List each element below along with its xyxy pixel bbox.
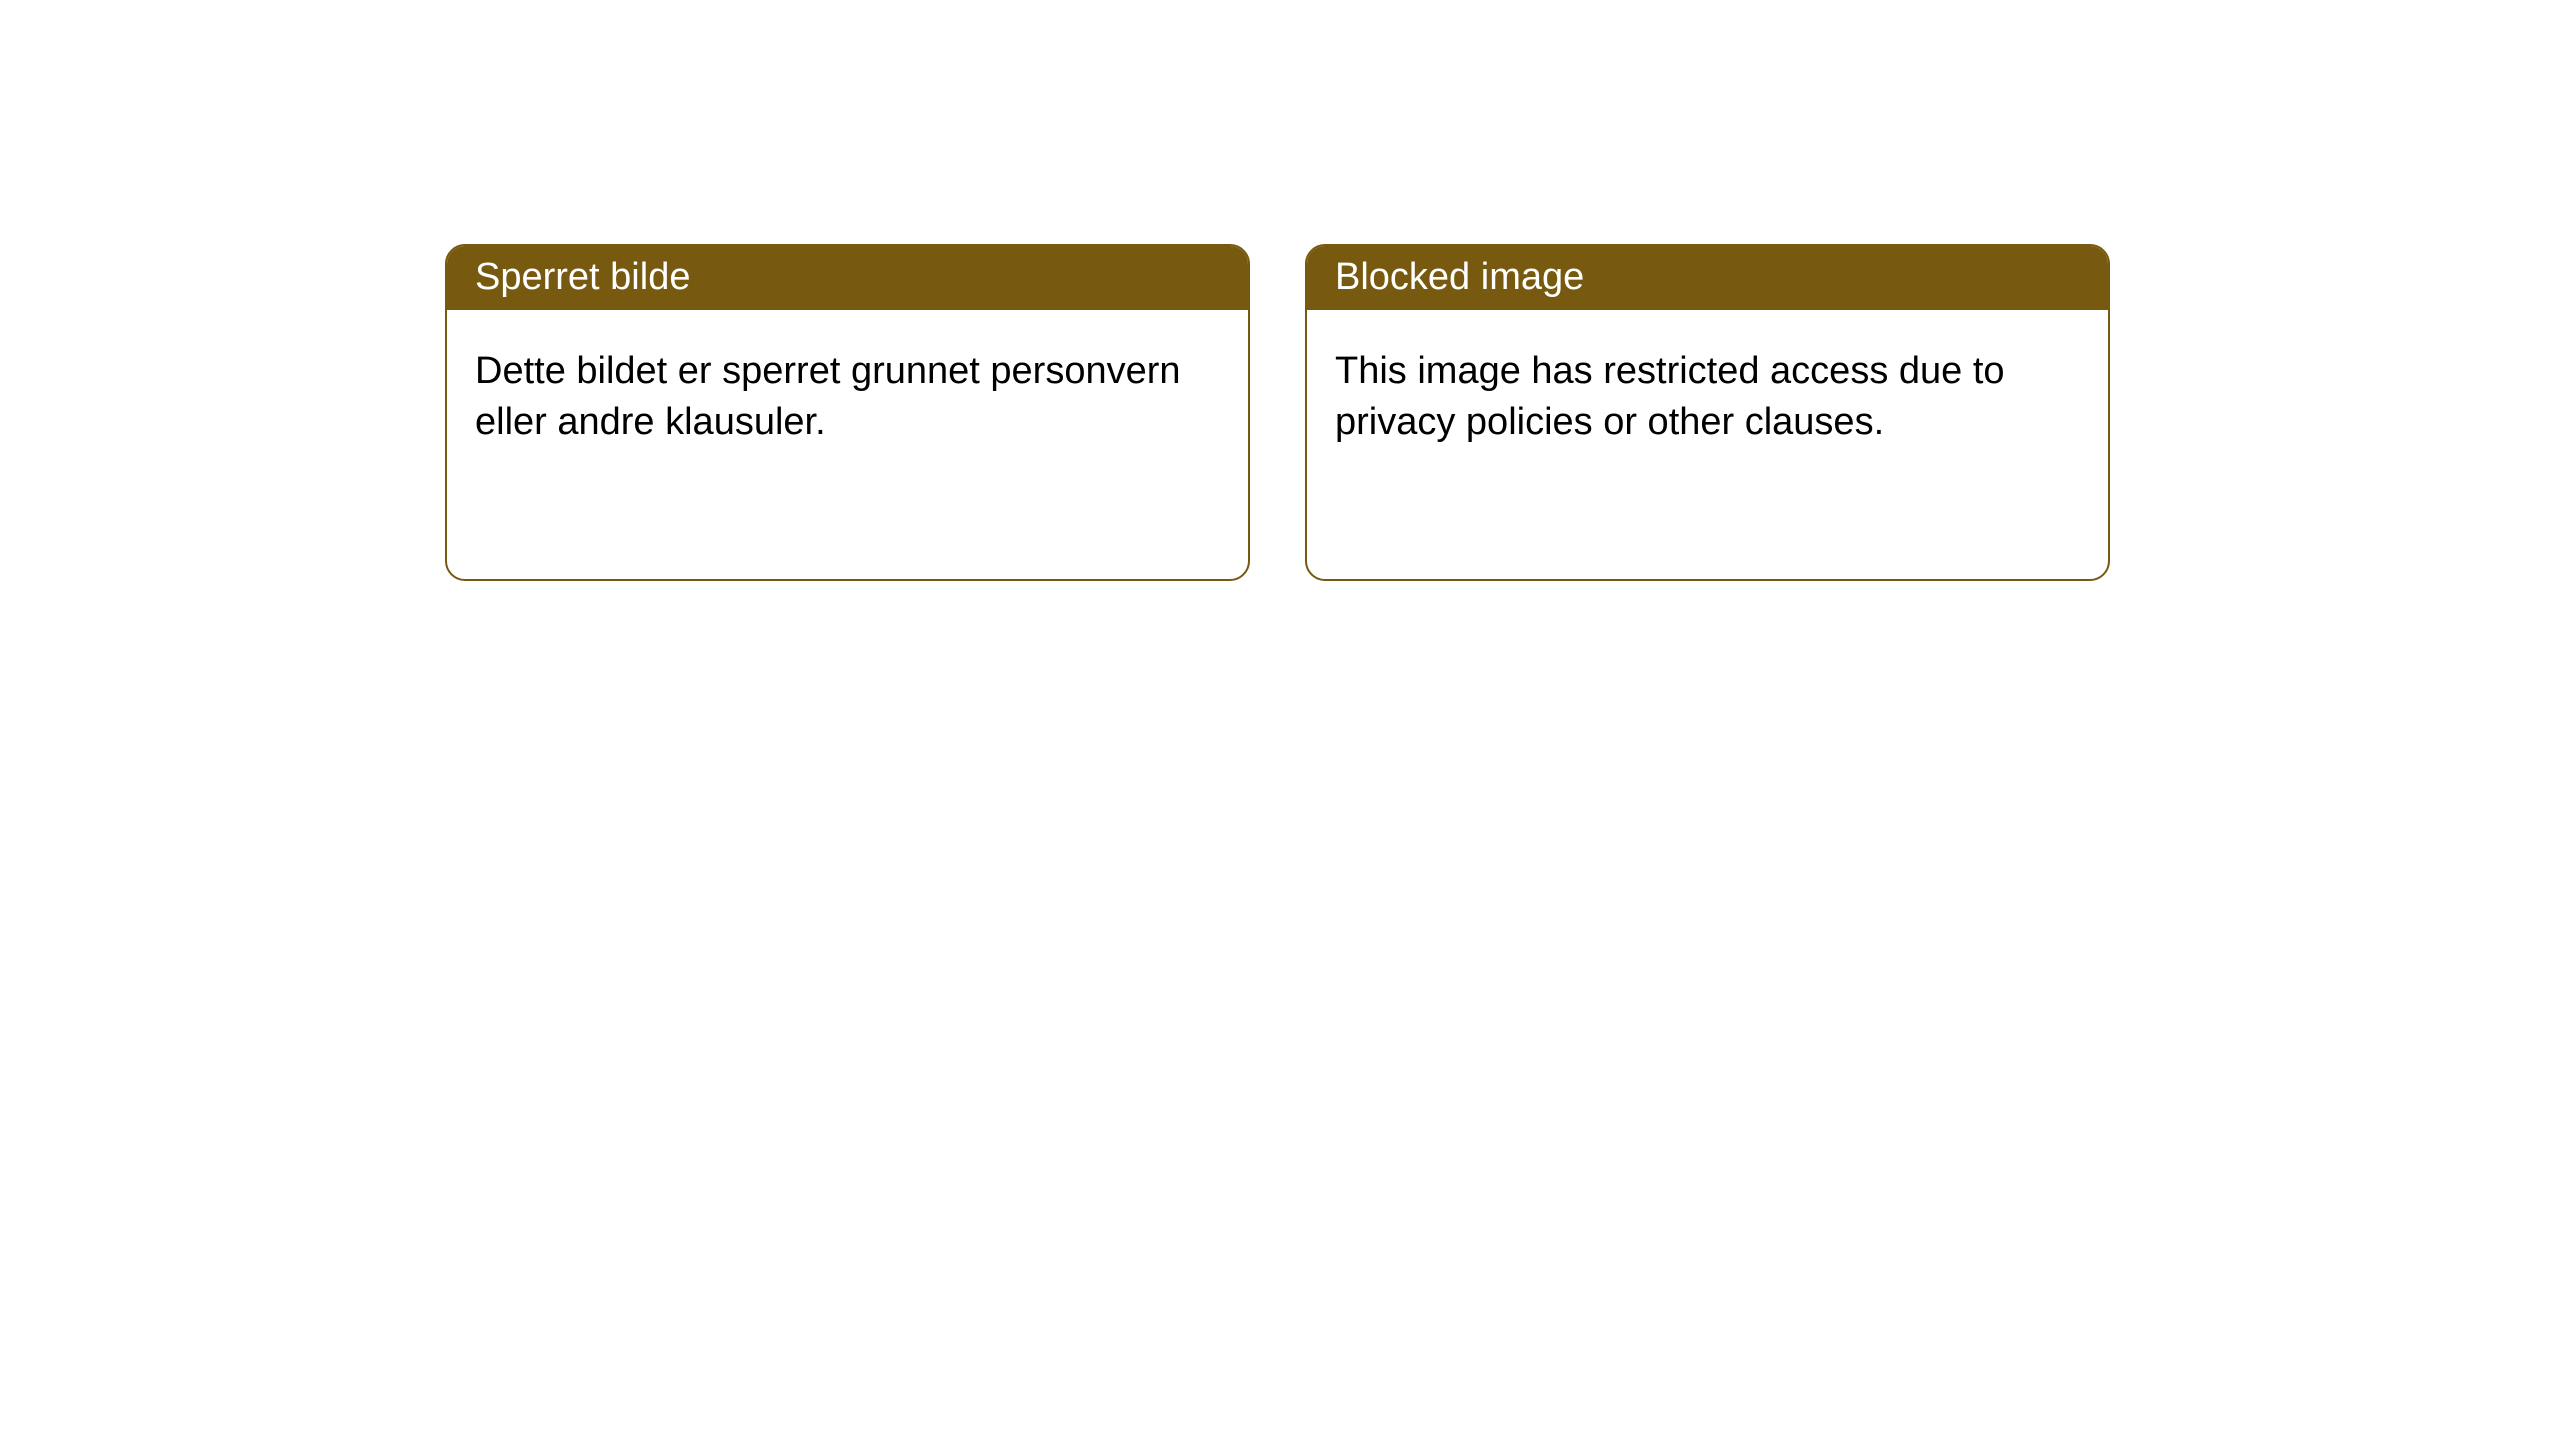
- blocked-image-card-en: Blocked image This image has restricted …: [1305, 244, 2110, 581]
- card-container: Sperret bilde Dette bildet er sperret gr…: [0, 0, 2560, 581]
- card-title-no: Sperret bilde: [447, 246, 1248, 310]
- card-body-no: Dette bildet er sperret grunnet personve…: [447, 310, 1248, 485]
- card-body-en: This image has restricted access due to …: [1307, 310, 2108, 485]
- blocked-image-card-no: Sperret bilde Dette bildet er sperret gr…: [445, 244, 1250, 581]
- card-title-en: Blocked image: [1307, 246, 2108, 310]
